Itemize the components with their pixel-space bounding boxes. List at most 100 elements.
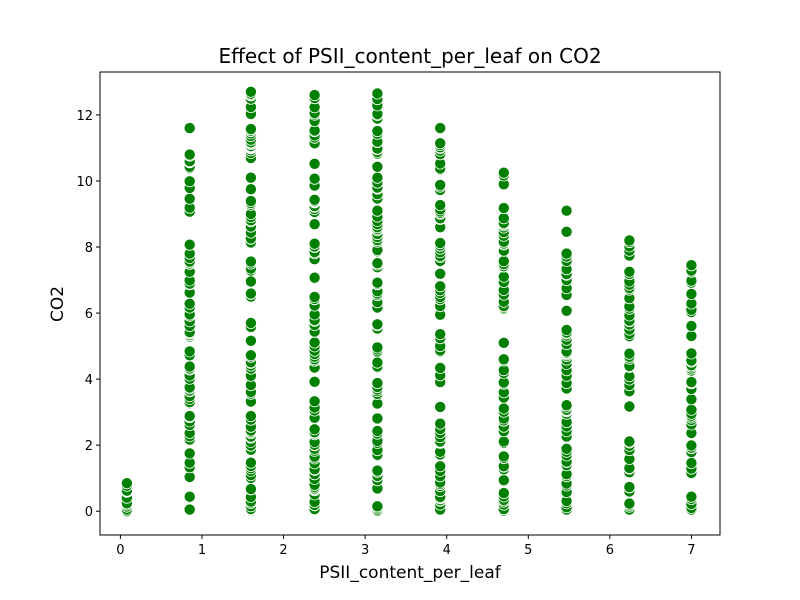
x-tick-label: 4 [443,543,451,558]
data-point [623,497,636,510]
data-point [183,503,196,516]
data-point [308,157,321,170]
x-tick-label: 1 [198,543,206,558]
y-tick-label: 0 [85,505,93,520]
data-point [685,456,698,469]
data-point [308,172,321,185]
data-point [308,89,321,102]
data-point [308,336,321,349]
y-axis-label: CO2 [48,286,68,322]
data-point [497,450,510,463]
data-point [244,123,257,136]
data-point [308,423,321,436]
chart-title: Effect of PSII_content_per_leaf on CO2 [218,44,601,68]
data-point [371,500,384,513]
data-point [183,447,196,460]
data-point [308,375,321,388]
data-point [434,460,447,473]
data-point [244,483,257,496]
data-point [244,171,257,184]
y-axis-ticks: 0 2 4 6 8 10 12 [76,109,100,520]
data-point [623,347,636,360]
y-tick-label: 4 [85,373,93,388]
data-point [308,193,321,206]
x-axis-ticks: 0 1 2 3 4 5 6 7 [116,535,696,558]
data-point [497,166,510,179]
y-tick-label: 10 [76,175,93,190]
y-tick-label: 2 [85,439,93,454]
data-point [371,341,384,354]
data-point [434,178,447,191]
data-point [685,490,698,503]
data-point [623,481,636,494]
x-tick-label: 2 [279,543,287,558]
data-point [560,323,573,336]
data-point [560,225,573,238]
x-tick-label: 3 [361,543,369,558]
data-point [244,334,257,347]
data-point [434,361,447,374]
data-points [120,85,698,518]
data-point [244,183,257,196]
data-point [560,304,573,317]
data-point [623,435,636,448]
plot-border [99,71,721,536]
data-point [371,424,384,437]
data-point [497,336,510,349]
data-point [183,490,196,503]
data-point [623,265,636,278]
data-point [371,276,384,289]
data-point [685,259,698,272]
data-point [183,192,196,205]
data-point [371,257,384,270]
data-point [183,360,196,373]
data-point [308,271,321,284]
data-point [371,160,384,173]
data-point [497,212,510,225]
data-point [434,122,447,135]
plot-frame [100,72,720,535]
data-point [497,270,510,283]
x-tick-label: 5 [524,543,532,558]
data-point [434,400,447,413]
data-point [497,353,510,366]
data-point [560,204,573,217]
data-point [244,85,257,98]
data-point [685,393,698,406]
data-point [497,402,510,415]
x-tick-label: 7 [687,543,695,558]
data-point [497,255,510,268]
data-point [434,199,447,212]
data-point [685,376,698,389]
y-tick-label: 6 [85,307,93,322]
data-point [244,316,257,329]
data-point [685,347,698,360]
data-point [183,297,196,310]
data-point [244,275,257,288]
data-point [434,137,447,150]
data-point [560,247,573,260]
data-point [183,122,196,135]
data-point [371,87,384,100]
data-point [685,319,698,332]
data-point [244,410,257,423]
data-point [497,487,510,500]
data-point [685,287,698,300]
data-point [371,356,384,369]
data-point [244,255,257,268]
data-point [434,280,447,293]
data-point [371,318,384,331]
x-tick-label: 0 [116,543,124,558]
data-point [183,345,196,358]
data-point [371,125,384,138]
data-point [183,148,196,161]
data-point [244,349,257,362]
x-axis-label: PSII_content_per_leaf [319,563,501,583]
data-point [371,464,384,477]
data-point [434,417,447,430]
data-point [623,400,636,413]
data-point [623,234,636,247]
data-point [434,328,447,341]
data-point [308,237,321,250]
